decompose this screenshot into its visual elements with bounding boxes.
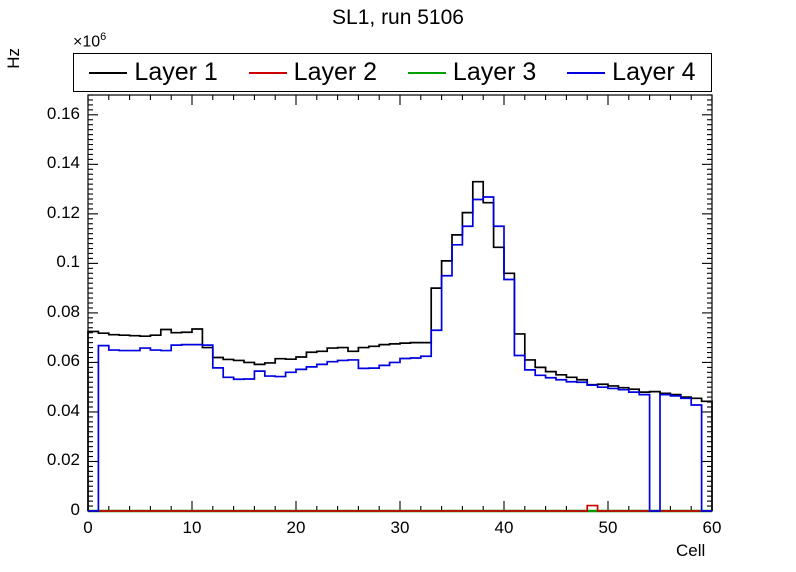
y-tick-label: 0.16 [46, 103, 80, 123]
data-series-group [88, 182, 712, 511]
legend-entry-layer-4[interactable]: Layer 4 [552, 60, 711, 85]
legend: Layer 1 Layer 2 Layer 3 Layer 4 [73, 53, 712, 92]
x-axis-label: Cell [676, 541, 706, 560]
x-tick-label: 60 [702, 518, 722, 537]
y-tick-label: 0.1 [56, 252, 80, 272]
legend-swatch-layer-3 [407, 71, 446, 74]
y-tick-label: 0 [70, 500, 80, 519]
legend-label-layer-1: Layer 1 [134, 58, 218, 86]
y-tick-label: 0.12 [46, 202, 80, 222]
legend-swatch-layer-4 [567, 71, 606, 74]
y-tick-label: 0.06 [46, 351, 80, 371]
legend-label-layer-3: Layer 3 [452, 58, 537, 86]
legend-swatch-layer-2 [248, 71, 287, 74]
y-axis-exponent-power: 6 [100, 31, 107, 43]
y-axis-exponent-base: ×10 [73, 33, 101, 51]
y-tick-label: 0.14 [46, 153, 80, 173]
x-tick-label: 20 [286, 518, 306, 537]
y-tick-label: 0.04 [46, 400, 80, 420]
legend-entry-layer-3[interactable]: Layer 3 [393, 60, 552, 85]
axis-ticks [87, 94, 713, 512]
y-tick-label: 0.02 [46, 450, 80, 470]
page-title: SL1, run 5106 [332, 6, 464, 29]
legend-entry-layer-2[interactable]: Layer 2 [233, 60, 392, 85]
legend-label-layer-4: Layer 4 [612, 58, 696, 86]
legend-label-layer-2: Layer 2 [293, 58, 378, 86]
x-tick-label: 0 [83, 518, 93, 537]
legend-entry-layer-1[interactable]: Layer 1 [74, 60, 233, 85]
legend-swatch-layer-1 [89, 71, 128, 74]
x-tick-label: 10 [182, 518, 202, 537]
y-tick-label: 0.08 [46, 301, 80, 321]
x-tick-label: 40 [494, 518, 514, 537]
x-tick-label: 50 [598, 518, 618, 537]
plot-frame [87, 94, 713, 512]
x-tick-label: 30 [390, 518, 410, 537]
y-axis-exponent: ×106 [73, 31, 106, 51]
